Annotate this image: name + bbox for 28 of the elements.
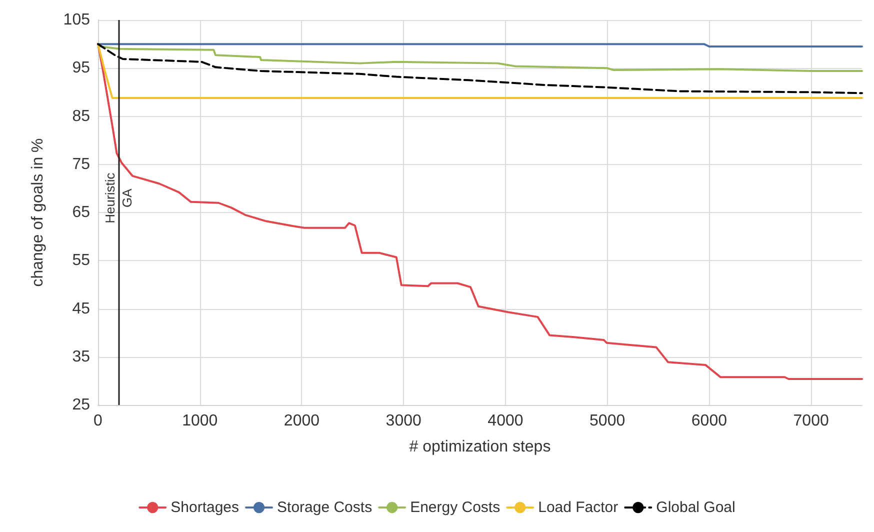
y-tick-label: 105 bbox=[63, 12, 90, 28]
legend-label: Load Factor bbox=[538, 499, 618, 516]
x-tick-label: 4000 bbox=[488, 412, 524, 430]
y-tick-label: 85 bbox=[72, 108, 90, 125]
x-tick-label: 0 bbox=[94, 412, 103, 430]
annotation: GA bbox=[119, 188, 134, 208]
legend-label: Global Goal bbox=[656, 499, 736, 516]
x-tick-label: 3000 bbox=[386, 412, 422, 430]
y-tick-label: 65 bbox=[72, 204, 90, 221]
legend-label: Storage Costs bbox=[277, 499, 372, 516]
annotation: Heuristic bbox=[102, 172, 118, 224]
line-series bbox=[97, 43, 863, 72]
x-tick-label: 5000 bbox=[590, 412, 626, 430]
y-tick-label: 95 bbox=[72, 60, 90, 77]
x-axis-title: # optimization steps bbox=[409, 438, 551, 456]
x-tick-label: 2000 bbox=[284, 412, 320, 430]
x-tick-label: 7000 bbox=[793, 412, 829, 430]
legend-label: Shortages bbox=[170, 499, 240, 516]
line-series bbox=[97, 43, 863, 380]
y-tick-label: 35 bbox=[72, 348, 90, 366]
x-tick-label: 1000 bbox=[182, 412, 218, 430]
y-tick-label: 45 bbox=[72, 300, 90, 318]
y-axis-title: change of goals in % bbox=[30, 138, 46, 287]
x-tick-label: 6000 bbox=[691, 412, 728, 430]
y-tick-label: 75 bbox=[72, 156, 90, 173]
y-tick-label: 55 bbox=[72, 252, 90, 270]
legend-label: Energy Costs bbox=[410, 499, 500, 516]
y-tick-label: 25 bbox=[72, 396, 90, 414]
